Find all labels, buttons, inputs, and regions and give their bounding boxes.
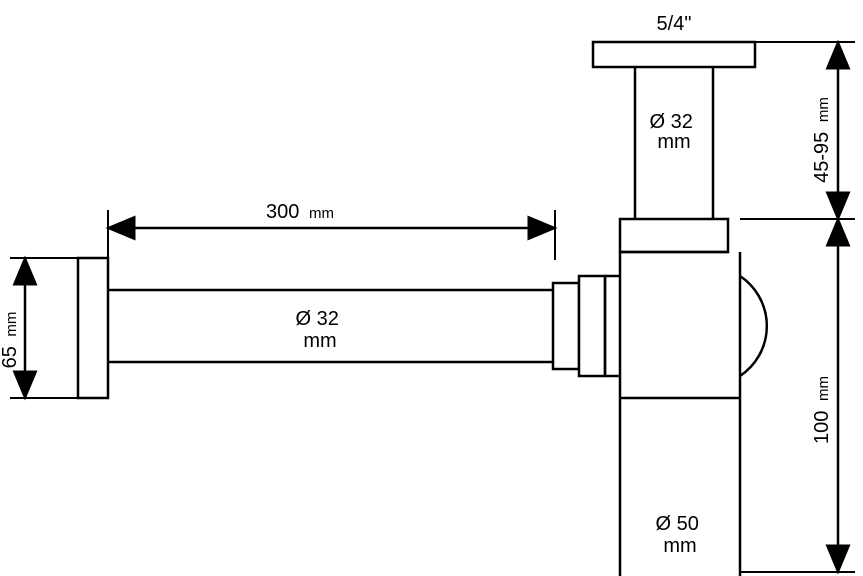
dim-left-flange-height: 65 mm — [0, 258, 78, 398]
svg-text:45-95 mm: 45-95 mm — [811, 97, 833, 183]
upper-dia-unit: mm — [657, 131, 690, 153]
dim-horiz-value: 300 — [266, 201, 299, 223]
upper-dia-value: Ø 32 — [650, 111, 693, 133]
dim-horizontal-length: 300 mm — [108, 201, 555, 260]
svg-text:65 mm: 65 mm — [0, 312, 21, 369]
horiz-dia-unit: mm — [303, 330, 336, 352]
dim-rupper-unit: mm — [815, 97, 832, 122]
svg-text:300 mm: 300 mm — [266, 201, 334, 223]
dim-rlower-value: 100 — [811, 411, 833, 444]
dim-rupper-value: 45-95 — [811, 132, 833, 183]
horiz-dia-value: Ø 32 — [296, 308, 339, 330]
svg-text:100 mm: 100 mm — [811, 376, 833, 444]
trap-dia-unit: mm — [663, 535, 696, 557]
upper-collar — [620, 219, 728, 252]
dim-right-lower: 100 mm — [740, 219, 855, 572]
upper-flange — [593, 42, 755, 67]
dim-left-unit: mm — [3, 312, 20, 337]
label-horiz-pipe-dia: Ø 32 mm — [296, 308, 345, 352]
label-trap-dia: Ø 50 mm — [656, 513, 705, 557]
dim-right-upper: 45-95 mm — [740, 42, 855, 219]
trap-dia-value: Ø 50 — [656, 513, 699, 535]
dim-left-value: 65 — [0, 346, 21, 368]
technical-diagram: 300 mm 65 mm 45-95 mm 100 mm 5/4" — [0, 0, 863, 576]
dim-rlower-unit: mm — [815, 376, 832, 401]
label-top-thread: 5/4" — [657, 13, 692, 35]
dim-horiz-unit: mm — [309, 205, 334, 222]
left-flange — [78, 258, 108, 398]
label-upper-pipe-dia: Ø 32 mm — [650, 111, 699, 153]
pipe-joint-ring — [553, 276, 605, 376]
